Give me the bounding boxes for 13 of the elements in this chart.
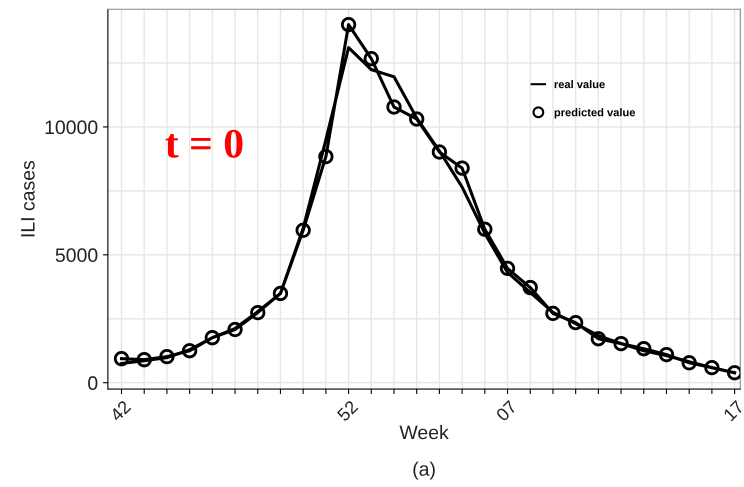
x-tick-label: 52 bbox=[336, 400, 358, 422]
x-tick-label: 07 bbox=[495, 400, 518, 422]
legend-label: predicted value bbox=[554, 108, 636, 119]
y-tick-label: 10000 bbox=[46, 120, 98, 134]
y-axis-title: ILI cases bbox=[21, 160, 35, 236]
legend-label: real value bbox=[554, 80, 605, 88]
x-tick-label: 17 bbox=[722, 400, 744, 422]
text: (a) bbox=[413, 462, 435, 480]
x-tick-label: 42 bbox=[109, 400, 132, 422]
y-tick-label: 0 bbox=[88, 376, 98, 390]
annotation: t = 0 bbox=[165, 130, 242, 158]
x-axis-title: Week bbox=[399, 424, 449, 440]
y-tick-label: 5000 bbox=[56, 248, 98, 262]
